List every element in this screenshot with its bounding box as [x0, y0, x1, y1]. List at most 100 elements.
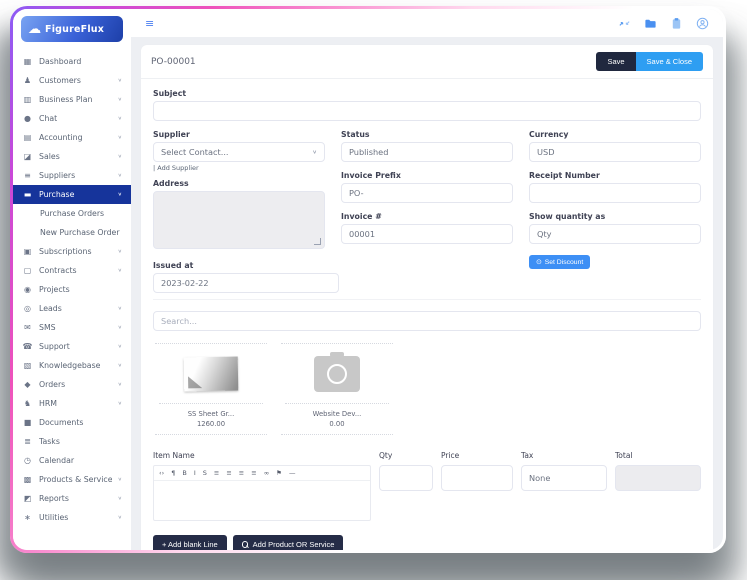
sidebar-item-sales[interactable]: ◪ Sales ∨ — [13, 147, 131, 166]
utilities-icon: ∗ — [24, 513, 31, 522]
sidebar-item-products-services[interactable]: ▩ Products & Services ∨ — [13, 470, 131, 489]
bold-icon[interactable]: B — [182, 468, 187, 477]
knowledgebase-icon: ▧ — [23, 361, 32, 370]
sidebar-item-sms[interactable]: ✉ SMS ∨ — [13, 318, 131, 337]
documents-icon: ■ — [23, 418, 32, 427]
chevron-down-icon: ∨ — [117, 191, 122, 198]
sidebar-item-chat[interactable]: ● Chat ∨ — [13, 109, 131, 128]
sidebar-item-subscriptions[interactable]: ▣ Subscriptions ∨ — [13, 242, 131, 261]
receipt-number-input[interactable] — [529, 183, 701, 203]
accounting-icon: ▤ — [23, 133, 32, 142]
sidebar-item-label: Support — [39, 342, 70, 351]
content-scroll-area[interactable]: PO-00001 Save Save & Close Subject — [131, 37, 723, 550]
address-textarea[interactable] — [153, 191, 325, 249]
subject-input[interactable] — [153, 101, 701, 121]
product-card-ss-sheet-gr[interactable]: SS Sheet Gr... 1260.00 — [155, 343, 267, 435]
sidebar-item-utilities[interactable]: ∗ Utilities ∨ — [13, 508, 131, 527]
sidebar-item-calendar[interactable]: ◷ Calendar — [13, 451, 131, 470]
app-logo[interactable]: ☁ FigureFlux — [21, 16, 123, 42]
sidebar-item-tasks[interactable]: ≣ Tasks — [13, 432, 131, 451]
code-icon[interactable]: ‹› — [159, 468, 165, 477]
chevron-down-icon: ∨ — [117, 134, 122, 141]
sidebar-item-hrm[interactable]: ♞ HRM ∨ — [13, 394, 131, 413]
column-header-tax: Tax — [521, 451, 534, 460]
sidebar-item-projects[interactable]: ◉ Projects — [13, 280, 131, 299]
sidebar-item-customers[interactable]: ♟ Customers ∨ — [13, 71, 131, 90]
sidebar-item-orders[interactable]: ◆ Orders ∨ — [13, 375, 131, 394]
receipt-number-label: Receipt Number — [529, 171, 600, 180]
status-select-value: Published — [349, 147, 389, 157]
sidebar-item-leads[interactable]: ◎ Leads ∨ — [13, 299, 131, 318]
heading-2-icon[interactable]: ≡ — [226, 468, 232, 477]
po-form: Subject Supplier Select Contact... — [141, 79, 713, 550]
sidebar-menu: ▦ Dashboard ♟ Customers ∨ ▥ Business Plan ∨ ● Cha… — [13, 52, 131, 527]
sidebar-subitem-new-purchase-order[interactable]: New Purchase Order — [40, 228, 120, 237]
invoice-number-input[interactable] — [341, 224, 513, 244]
sidebar-item-business-plan[interactable]: ▥ Business Plan ∨ — [13, 90, 131, 109]
status-select[interactable]: Published — [341, 142, 513, 162]
ordered-list-icon[interactable]: ≡ — [251, 468, 257, 477]
po-card-header: PO-00001 Save Save & Close — [141, 45, 713, 79]
search-icon — [241, 541, 249, 548]
sidebar-item-dashboard[interactable]: ▦ Dashboard — [13, 52, 131, 71]
add-supplier-link[interactable]: | Add Supplier — [153, 164, 199, 172]
invoice-prefix-input[interactable] — [341, 183, 513, 203]
item-name-editor[interactable]: ‹› ¶ B I S ≡ ≡ ≡ ≡ ∞ ⚑ — — [153, 465, 371, 521]
save-button[interactable]: Save — [596, 52, 636, 71]
link-icon[interactable]: ∞ — [263, 468, 270, 477]
image-icon[interactable]: ⚑ — [276, 468, 282, 477]
heading-1-icon[interactable]: ≡ — [213, 468, 220, 477]
chevron-down-icon: ∨ — [117, 343, 122, 350]
add-blank-line-button[interactable]: + Add blank Line — [153, 535, 227, 550]
clipboard-icon[interactable] — [670, 17, 683, 30]
products-services-icon: ▩ — [23, 475, 32, 484]
hamburger-menu-icon[interactable]: ≡ — [145, 16, 155, 30]
sidebar-item-documents[interactable]: ■ Documents — [13, 413, 131, 432]
tax-select-value: None — [529, 473, 551, 483]
horizontal-rule-icon[interactable]: — — [288, 468, 296, 477]
sidebar-item-reports[interactable]: ◩ Reports ∨ — [13, 489, 131, 508]
user-avatar-icon[interactable] — [696, 17, 709, 30]
sidebar-item-suppliers[interactable]: ≡ Suppliers ∨ — [13, 166, 131, 185]
chevron-down-icon: ∨ — [117, 115, 122, 122]
product-card-website-dev[interactable]: Website Dev... 0.00 — [281, 343, 393, 435]
qty-input[interactable] — [379, 465, 433, 491]
strikethrough-icon[interactable]: S — [202, 468, 207, 477]
product-search-input[interactable] — [153, 311, 701, 331]
dashboard-icon: ▦ — [23, 57, 32, 66]
sidebar-item-knowledgebase[interactable]: ▧ Knowledgebase ∨ — [13, 356, 131, 375]
sms-icon: ✉ — [24, 323, 31, 332]
sidebar-subitem-purchase-orders[interactable]: Purchase Orders — [40, 209, 105, 218]
paragraph-icon[interactable]: ¶ — [171, 468, 176, 477]
sidebar-item-purchase[interactable]: ▬ Purchase ∨ — [13, 185, 131, 204]
sidebar-item-support[interactable]: ☎ Support ∨ — [13, 337, 131, 356]
product-name: Website Dev... — [285, 403, 389, 418]
currency-select-value: USD — [537, 147, 555, 157]
supplier-select[interactable]: Select Contact... ∨ — [153, 142, 325, 162]
column-header-item-name: Item Name — [153, 451, 195, 460]
italic-icon[interactable]: I — [193, 468, 196, 477]
sidebar-item-contracts[interactable]: ▢ Contracts ∨ — [13, 261, 131, 280]
supplier-select-value: Select Contact... — [161, 147, 229, 157]
product-price: 0.00 — [329, 420, 345, 428]
add-product-or-service-button[interactable]: Add Product OR Service — [232, 535, 344, 550]
chevron-down-icon: ∨ — [117, 495, 122, 502]
issued-at-date-input[interactable] — [153, 273, 339, 293]
set-discount-button[interactable]: ⊙ Set Discount — [529, 255, 591, 269]
discount-gear-icon: ⊙ — [536, 259, 542, 266]
shortcuts-icon[interactable] — [618, 17, 631, 30]
bullet-list-icon[interactable]: ≡ — [238, 468, 245, 477]
save-and-close-button[interactable]: Save & Close — [635, 52, 703, 71]
projects-icon: ◉ — [24, 285, 31, 294]
chevron-down-icon: ∨ — [117, 476, 122, 483]
invoice-number-label: Invoice # — [341, 212, 382, 221]
folder-icon[interactable] — [644, 17, 657, 30]
sidebar-item-accounting[interactable]: ▤ Accounting ∨ — [13, 128, 131, 147]
sidebar-item-label: SMS — [39, 323, 56, 332]
show-quantity-select[interactable]: Qty — [529, 224, 701, 244]
sidebar-item-label: HRM — [39, 399, 58, 408]
hrm-icon: ♞ — [23, 399, 32, 408]
tax-select[interactable]: None — [521, 465, 607, 491]
price-input[interactable] — [441, 465, 513, 491]
currency-select[interactable]: USD — [529, 142, 701, 162]
